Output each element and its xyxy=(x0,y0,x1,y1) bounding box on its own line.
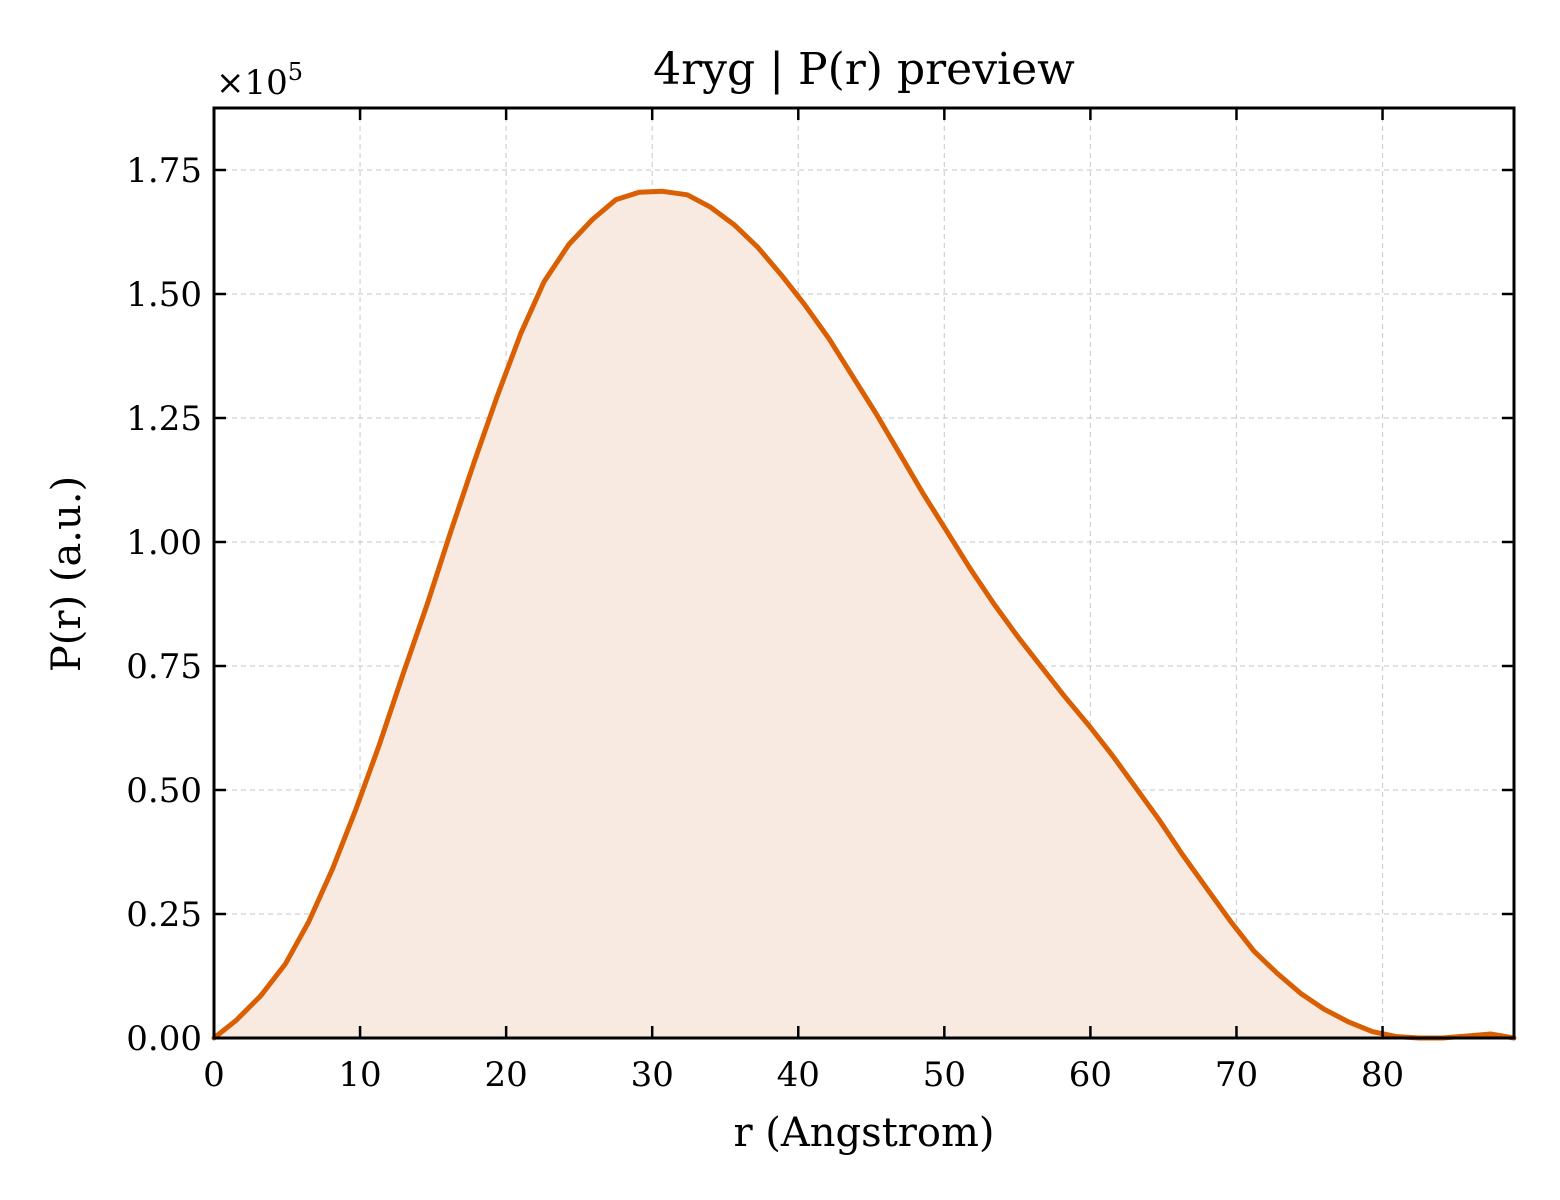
y-axis-label: P(r) (a.u.) xyxy=(44,476,90,672)
y-offset-base: ×10 xyxy=(216,63,288,103)
series-line xyxy=(211,188,1517,1041)
y-tick-label: 0.25 xyxy=(126,895,202,935)
x-tick-label: 30 xyxy=(631,1055,674,1095)
x-tick-label: 20 xyxy=(485,1055,528,1095)
y-tick-label: 0.75 xyxy=(126,647,202,687)
x-tick-label: 10 xyxy=(338,1055,381,1095)
plot-frame xyxy=(212,106,1516,1040)
y-tick-label: 1.00 xyxy=(126,523,202,563)
x-tick-label: 0 xyxy=(203,1055,225,1095)
y-tick-label: 1.25 xyxy=(126,399,202,439)
y-tick-label: 1.75 xyxy=(126,151,202,191)
tick-layer: 0 10 20 30 40 50 60 70 80 0.00 0.25 0.50 0.75 1.00 1.2… xyxy=(126,108,1514,1095)
x-tick-label: 50 xyxy=(923,1055,966,1095)
chart-title: 4ryg | P(r) preview xyxy=(653,44,1075,95)
y-offset-exponent: 5 xyxy=(288,58,303,86)
y-tick-label: 0.50 xyxy=(126,771,202,811)
y-offset-multiplier: ×105 xyxy=(216,58,303,103)
y-tick-label: 1.50 xyxy=(126,275,202,315)
x-axis-label: r (Angstrom) xyxy=(733,1110,994,1156)
x-tick-label: 70 xyxy=(1215,1055,1258,1095)
x-tick-label: 60 xyxy=(1069,1055,1112,1095)
area-fill xyxy=(214,191,1514,1039)
x-tick-label: 80 xyxy=(1361,1055,1404,1095)
y-tick-label: 0.00 xyxy=(126,1019,202,1059)
x-tick-label: 40 xyxy=(777,1055,820,1095)
